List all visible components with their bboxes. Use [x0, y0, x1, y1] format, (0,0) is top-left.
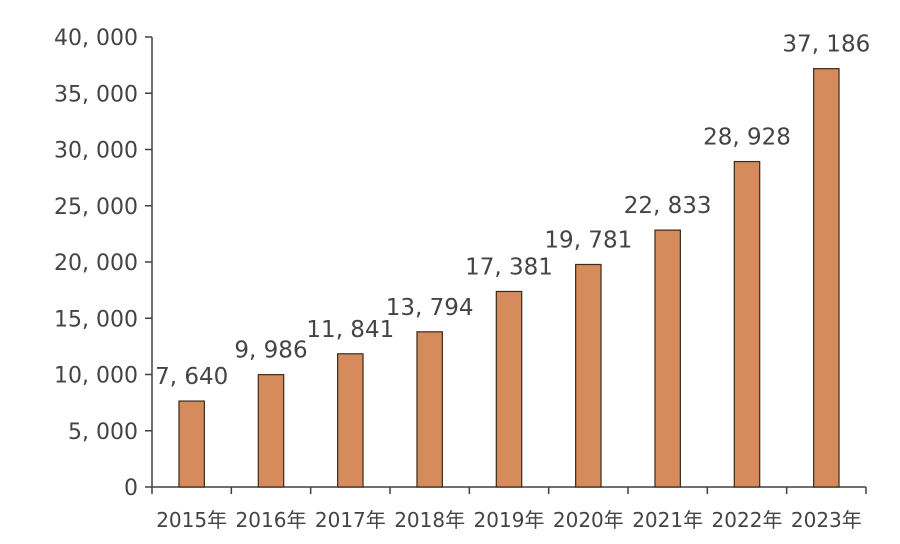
- bar: [813, 68, 840, 488]
- y-tick-label: 20, 000: [54, 251, 138, 276]
- x-tick-label: 2018年: [394, 508, 465, 532]
- bar: [495, 290, 523, 488]
- y-tick-label: 40, 000: [54, 26, 138, 51]
- x-tick-label: 2015年: [156, 508, 227, 532]
- x-tick-label: 2022年: [712, 508, 783, 532]
- y-axis: 0 5, 000 10, 000 15, 000 20, 000 25, 000 30, 0…: [54, 26, 153, 501]
- bar: [654, 229, 681, 488]
- y-tick-label: 10, 000: [54, 364, 138, 389]
- data-label: 37, 186: [782, 32, 870, 58]
- data-label: 9, 986: [234, 338, 307, 364]
- y-tick-label: 25, 000: [54, 195, 138, 220]
- x-tick-label: 2017年: [315, 508, 386, 532]
- data-label: 28, 928: [703, 125, 791, 151]
- y-tick-label: 5, 000: [68, 420, 138, 445]
- x-axis: 2015年 2016年 2017年 2018年 2019年 2020年 2021年 2022年…: [151, 486, 867, 532]
- bar: [257, 374, 285, 488]
- bar: [733, 160, 761, 488]
- data-label: 13, 794: [386, 295, 474, 321]
- x-tick-label: 2023年: [791, 508, 862, 532]
- bar: [575, 263, 602, 488]
- x-tick-label: 2019年: [474, 508, 545, 532]
- bar: [416, 331, 443, 488]
- bars: [178, 68, 840, 488]
- bar: [337, 353, 364, 488]
- data-label: 17, 381: [465, 254, 553, 280]
- x-tick-label: 2021年: [632, 508, 703, 532]
- y-tick-label: 0: [124, 476, 138, 501]
- data-label: 22, 833: [624, 193, 712, 219]
- y-tick-label: 15, 000: [54, 307, 138, 332]
- y-tick-label: 30, 000: [54, 139, 138, 164]
- data-label: 11, 841: [306, 317, 394, 343]
- x-tick-label: 2020年: [553, 508, 624, 532]
- data-label: 19, 781: [544, 227, 632, 253]
- bar: [178, 400, 205, 488]
- y-tick-label: 35, 000: [54, 82, 138, 107]
- data-label: 7, 640: [155, 364, 228, 390]
- x-tick-label: 2016年: [236, 508, 307, 532]
